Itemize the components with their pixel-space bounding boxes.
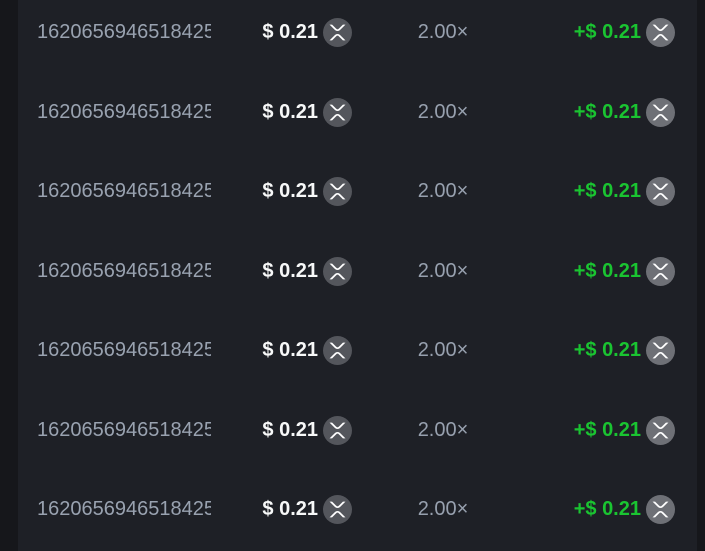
multiplier: 2.00× bbox=[417, 418, 469, 441]
bet-amount-cell: $ 0.21 bbox=[211, 177, 352, 207]
bet-id-cell: 1620656946518425 bbox=[18, 339, 211, 362]
xrp-coin-icon bbox=[646, 18, 675, 48]
table-row[interactable]: 1620656946518425 $ 0.21 2.00× +$ 0.21 bbox=[18, 232, 697, 312]
multiplier-cell: 2.00× bbox=[352, 21, 534, 44]
profit-amount: +$ 0.21 bbox=[573, 180, 641, 203]
bets-table: 1620656946518425 $ 0.21 2.00× +$ 0.21 bbox=[18, 0, 697, 550]
xrp-coin-icon bbox=[646, 495, 675, 525]
xrp-coin-icon bbox=[646, 177, 675, 207]
bet-amount: $ 0.21 bbox=[262, 21, 318, 44]
bet-id-cell: 1620656946518425 bbox=[18, 498, 211, 521]
bet-id: 1620656946518425 bbox=[37, 339, 211, 362]
profit-cell: +$ 0.21 bbox=[534, 97, 697, 127]
profit-amount: +$ 0.21 bbox=[573, 259, 641, 282]
profit-amount: +$ 0.21 bbox=[573, 418, 641, 441]
profit-cell: +$ 0.21 bbox=[534, 177, 697, 207]
bet-amount-cell: $ 0.21 bbox=[211, 415, 352, 445]
xrp-coin-icon bbox=[323, 97, 352, 127]
bet-id-cell: 1620656946518425 bbox=[18, 21, 211, 44]
profit-amount: +$ 0.21 bbox=[573, 339, 641, 362]
bet-amount: $ 0.21 bbox=[262, 100, 318, 123]
xrp-coin-icon bbox=[646, 415, 675, 445]
bet-amount-cell: $ 0.21 bbox=[211, 18, 352, 48]
table-row[interactable]: 1620656946518425 $ 0.21 2.00× +$ 0.21 bbox=[18, 311, 697, 391]
bet-id: 1620656946518425 bbox=[37, 21, 211, 44]
multiplier: 2.00× bbox=[417, 259, 469, 282]
bet-id-cell: 1620656946518425 bbox=[18, 180, 211, 203]
bet-id: 1620656946518425 bbox=[37, 180, 211, 203]
bet-id: 1620656946518425 bbox=[37, 498, 211, 521]
multiplier-cell: 2.00× bbox=[352, 498, 534, 521]
multiplier-cell: 2.00× bbox=[352, 419, 534, 442]
xrp-coin-icon bbox=[646, 97, 675, 127]
profit-amount: +$ 0.21 bbox=[573, 21, 641, 44]
multiplier: 2.00× bbox=[417, 498, 469, 521]
xrp-coin-icon bbox=[323, 18, 352, 48]
profit-cell: +$ 0.21 bbox=[534, 415, 697, 445]
bet-amount: $ 0.21 bbox=[262, 259, 318, 282]
bet-amount-cell: $ 0.21 bbox=[211, 495, 352, 525]
bet-id: 1620656946518425 bbox=[37, 418, 211, 441]
profit-cell: +$ 0.21 bbox=[534, 336, 697, 366]
bets-history-panel: 1620656946518425 $ 0.21 2.00× +$ 0.21 bbox=[18, 0, 697, 551]
profit-cell: +$ 0.21 bbox=[534, 495, 697, 525]
table-row[interactable]: 1620656946518425 $ 0.21 2.00× +$ 0.21 bbox=[18, 73, 697, 153]
table-row[interactable]: 1620656946518425 $ 0.21 2.00× +$ 0.21 bbox=[18, 0, 697, 73]
xrp-coin-icon bbox=[323, 336, 352, 366]
bet-id-cell: 1620656946518425 bbox=[18, 101, 211, 124]
profit-cell: +$ 0.21 bbox=[534, 256, 697, 286]
multiplier-cell: 2.00× bbox=[352, 339, 534, 362]
table-row[interactable]: 1620656946518425 $ 0.21 2.00× +$ 0.21 bbox=[18, 391, 697, 471]
bet-id-cell: 1620656946518425 bbox=[18, 260, 211, 283]
bet-amount-cell: $ 0.21 bbox=[211, 97, 352, 127]
multiplier-cell: 2.00× bbox=[352, 101, 534, 124]
bet-id-cell: 1620656946518425 bbox=[18, 419, 211, 442]
profit-amount: +$ 0.21 bbox=[573, 498, 641, 521]
xrp-coin-icon bbox=[323, 177, 352, 207]
bet-amount: $ 0.21 bbox=[262, 498, 318, 521]
table-row[interactable]: 1620656946518425 $ 0.21 2.00× +$ 0.21 bbox=[18, 470, 697, 550]
bet-amount: $ 0.21 bbox=[262, 180, 318, 203]
xrp-coin-icon bbox=[323, 415, 352, 445]
multiplier: 2.00× bbox=[417, 339, 469, 362]
profit-amount: +$ 0.21 bbox=[573, 100, 641, 123]
bet-id: 1620656946518425 bbox=[37, 100, 211, 123]
bet-amount: $ 0.21 bbox=[262, 418, 318, 441]
xrp-coin-icon bbox=[323, 256, 352, 286]
multiplier: 2.00× bbox=[417, 180, 469, 203]
bet-id: 1620656946518425 bbox=[37, 259, 211, 282]
bet-amount-cell: $ 0.21 bbox=[211, 256, 352, 286]
multiplier-cell: 2.00× bbox=[352, 260, 534, 283]
bet-amount-cell: $ 0.21 bbox=[211, 336, 352, 366]
xrp-coin-icon bbox=[323, 495, 352, 525]
xrp-coin-icon bbox=[646, 336, 675, 366]
multiplier: 2.00× bbox=[417, 100, 469, 123]
profit-cell: +$ 0.21 bbox=[534, 18, 697, 48]
xrp-coin-icon bbox=[646, 256, 675, 286]
bet-amount: $ 0.21 bbox=[262, 339, 318, 362]
multiplier-cell: 2.00× bbox=[352, 180, 534, 203]
multiplier: 2.00× bbox=[417, 21, 469, 44]
table-row[interactable]: 1620656946518425 $ 0.21 2.00× +$ 0.21 bbox=[18, 152, 697, 232]
